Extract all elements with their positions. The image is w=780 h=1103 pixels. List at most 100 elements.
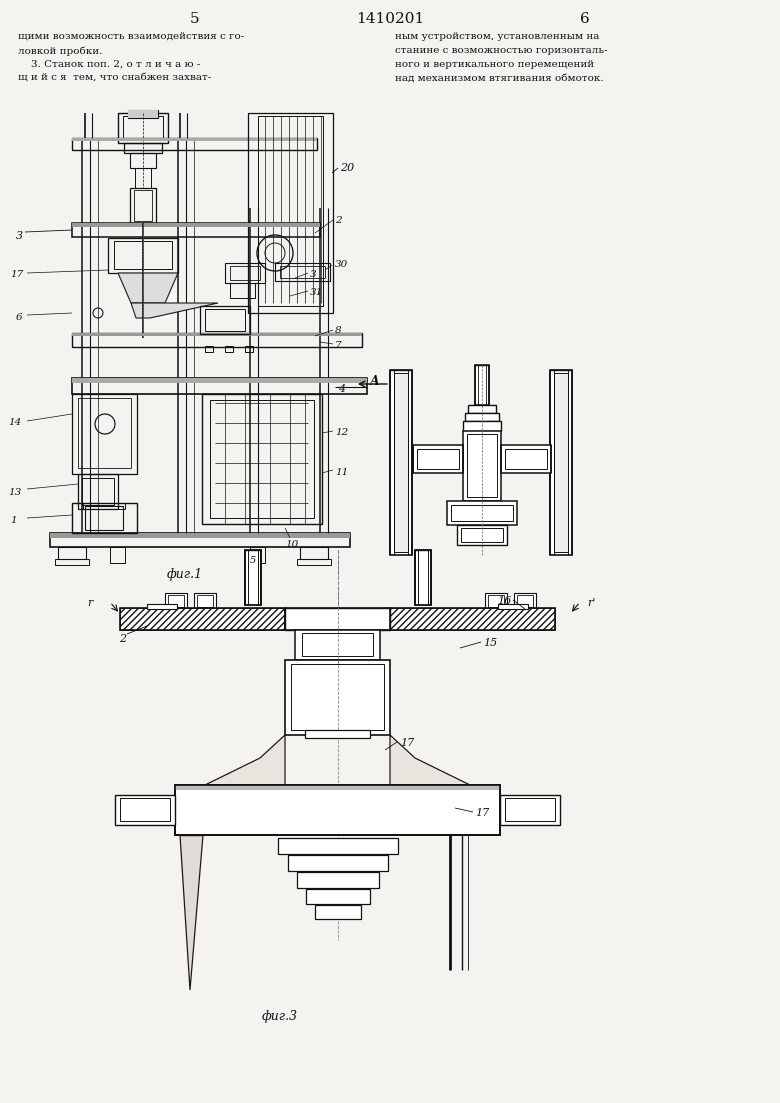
Bar <box>78 474 118 508</box>
Bar <box>248 113 333 313</box>
Bar <box>245 346 253 352</box>
Bar <box>175 785 500 790</box>
Bar <box>285 608 390 630</box>
Bar <box>390 608 555 630</box>
Text: 3: 3 <box>16 231 23 240</box>
Text: 6: 6 <box>580 12 590 26</box>
Bar <box>118 113 168 143</box>
Bar <box>72 503 137 533</box>
Bar <box>72 223 320 237</box>
Bar <box>451 505 513 521</box>
Text: 31: 31 <box>310 288 323 297</box>
Bar <box>461 528 503 542</box>
Bar <box>175 785 500 835</box>
Bar <box>123 116 163 140</box>
Bar <box>83 503 125 508</box>
Bar <box>302 633 373 656</box>
Bar <box>250 547 265 563</box>
Bar <box>50 533 350 538</box>
Bar <box>175 785 500 835</box>
Bar <box>165 593 187 609</box>
Bar <box>498 604 528 609</box>
Bar <box>72 223 320 227</box>
Bar <box>447 501 517 525</box>
Bar <box>417 449 459 469</box>
Bar <box>278 838 398 854</box>
Polygon shape <box>131 303 218 318</box>
Bar <box>128 110 158 118</box>
Text: 16: 16 <box>497 596 511 606</box>
Text: 4: 4 <box>338 384 345 394</box>
Bar <box>305 730 370 738</box>
Text: A: A <box>370 375 380 388</box>
Text: 1410201: 1410201 <box>356 12 424 26</box>
Bar <box>465 413 499 421</box>
Bar <box>280 266 325 278</box>
Bar <box>554 373 568 552</box>
Polygon shape <box>118 274 178 303</box>
Bar <box>501 445 551 473</box>
Bar <box>500 795 560 825</box>
Polygon shape <box>180 835 203 990</box>
Text: фиг.3: фиг.3 <box>262 1010 298 1022</box>
Bar <box>110 547 125 563</box>
Text: 5: 5 <box>250 556 257 565</box>
Bar <box>72 394 137 474</box>
Text: 2: 2 <box>335 216 342 225</box>
Bar <box>413 445 463 473</box>
Bar <box>168 595 184 607</box>
Text: щими возможность взаимодействия с го-: щими возможность взаимодействия с го- <box>18 32 244 41</box>
Text: щ и й с я  тем, что снабжен захват-: щ и й с я тем, что снабжен захват- <box>18 74 211 83</box>
Bar <box>58 547 86 559</box>
Text: ного и вертикального перемещений: ного и вертикального перемещений <box>395 60 594 69</box>
Bar <box>485 593 507 609</box>
Bar <box>230 283 255 298</box>
Text: 17: 17 <box>10 270 23 279</box>
Bar <box>463 431 501 501</box>
Bar <box>258 116 323 306</box>
Text: 3: 3 <box>310 270 317 279</box>
Bar <box>288 855 388 871</box>
Bar <box>550 370 572 555</box>
Text: станине с возможностью горизонталь-: станине с возможностью горизонталь- <box>395 46 608 55</box>
Bar <box>135 168 151 188</box>
Bar <box>205 346 213 352</box>
Bar <box>475 365 489 405</box>
Bar <box>205 309 245 331</box>
Text: ным устройством, установленным на: ным устройством, установленным на <box>395 32 599 41</box>
Bar <box>390 370 412 555</box>
Bar <box>55 559 89 565</box>
Bar <box>517 595 533 607</box>
Text: 5: 5 <box>190 12 200 26</box>
Bar <box>50 533 350 547</box>
Bar <box>72 138 317 150</box>
Bar <box>147 604 177 609</box>
Bar <box>291 664 384 730</box>
Text: 7: 7 <box>335 341 342 350</box>
Text: фиг.1: фиг.1 <box>167 568 203 581</box>
Text: 6: 6 <box>16 313 23 322</box>
Text: 2: 2 <box>119 634 126 644</box>
Bar <box>457 525 507 545</box>
Bar <box>505 797 555 821</box>
Bar <box>467 433 497 497</box>
Bar <box>210 400 314 518</box>
Bar <box>225 346 233 352</box>
Bar <box>245 550 261 606</box>
Bar <box>194 593 216 609</box>
Bar <box>114 240 172 269</box>
Bar <box>124 143 162 153</box>
Text: 12: 12 <box>335 428 348 437</box>
Text: 20: 20 <box>340 163 354 173</box>
Text: 10: 10 <box>285 540 298 549</box>
Text: r': r' <box>587 598 595 608</box>
Bar <box>295 630 380 660</box>
Text: 13: 13 <box>8 488 21 497</box>
Bar <box>85 506 123 531</box>
Text: над механизмом втягивания обмоток.: над механизмом втягивания обмоток. <box>395 74 604 83</box>
Bar <box>120 608 285 630</box>
Bar <box>285 608 390 630</box>
Bar <box>200 306 250 334</box>
Bar <box>306 889 370 904</box>
Bar <box>130 153 156 168</box>
